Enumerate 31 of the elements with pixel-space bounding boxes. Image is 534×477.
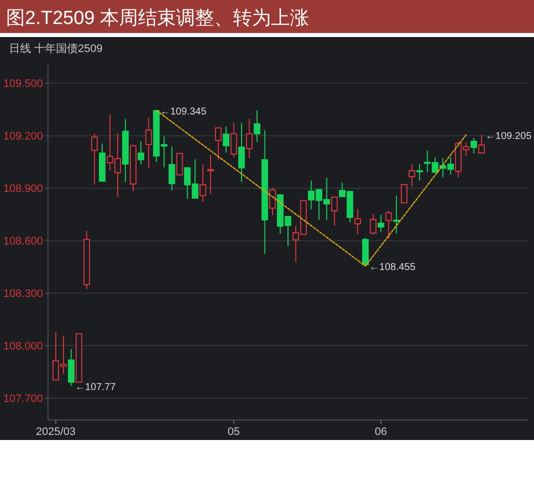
candlestick <box>354 208 361 235</box>
y-tick-label: 107.700 <box>3 393 43 406</box>
annotation: ←109.205 <box>485 130 532 142</box>
y-tick-label: 109.200 <box>3 130 43 143</box>
x-tick-label: 06 <box>374 426 388 438</box>
candlestick <box>261 130 268 254</box>
y-tick-label: 108.600 <box>3 236 43 248</box>
chart-title: 图2.T2509 本周结束调整、转为上涨 <box>6 8 309 29</box>
annotation: ←108.455 <box>369 262 416 274</box>
y-tick-label: 108.900 <box>3 183 43 196</box>
candlestick <box>145 117 152 168</box>
candlestick <box>470 138 478 154</box>
candlestick <box>246 118 253 159</box>
candlestick <box>254 110 260 143</box>
candlestick <box>138 140 144 165</box>
candlestick <box>168 146 176 191</box>
candlestick <box>68 348 75 386</box>
x-tick-label: 05 <box>228 426 240 438</box>
chart-subtitle: 日线 十年国债2509 <box>9 42 103 55</box>
annotation: ←107.77 <box>75 382 116 393</box>
y-tick-label: 108.000 <box>3 340 43 353</box>
candlestick <box>222 126 230 154</box>
candlestick <box>200 164 206 202</box>
candlestick <box>393 195 400 234</box>
x-tick-label: 2025/03 <box>36 426 76 438</box>
y-tick-label: 108.300 <box>3 288 43 300</box>
y-tick-label: 109.500 <box>3 78 43 90</box>
candlestick <box>238 122 245 182</box>
annotation: ←109.345 <box>160 106 207 118</box>
candlestick <box>207 154 214 194</box>
candlestick <box>122 118 129 182</box>
